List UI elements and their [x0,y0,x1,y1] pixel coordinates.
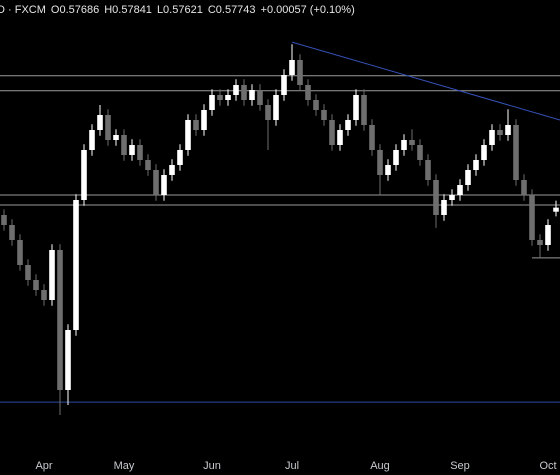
candle-body [217,95,223,100]
candle-body [529,195,535,240]
candle-body [145,160,151,170]
candle-body [425,160,431,180]
x-tick-label: May [114,460,135,472]
candle-body [105,115,111,140]
candle-body [305,85,311,100]
candle-body [281,75,287,95]
candle-body [209,95,215,110]
candle-body [377,150,383,175]
header-field: O0.57686 [51,4,99,16]
candle-body [505,125,511,135]
header-field: C0.57743 [208,4,256,16]
candle-body [433,180,439,215]
candle-body [73,200,79,330]
candle-body [481,145,487,160]
candle-body [193,120,199,130]
x-tick-label: Sep [450,460,470,472]
candle-body [17,240,23,265]
candle-body [353,95,359,120]
x-tick-label: Jun [203,460,221,472]
x-tick-label: Oct [539,460,556,472]
candle-body [33,280,39,290]
x-tick-label: Jul [285,460,299,472]
candle-body [153,170,159,195]
candle-body [321,110,327,120]
candle-body [121,135,127,155]
candle-body [473,160,479,170]
candle-body [513,125,519,180]
candle-body [289,60,295,75]
candle-body [273,95,279,120]
candle-body [241,85,247,100]
candle-body [401,140,407,150]
plot [0,41,560,415]
candle-body [369,125,375,150]
candle-body [1,215,7,225]
candle-body [521,180,527,195]
candle-body [57,250,63,390]
symbol: D · FXCM [0,4,46,16]
candle-body [225,95,231,100]
candle-body [41,290,47,300]
candle-body [89,130,95,150]
candle-body [65,330,71,390]
candle-body [233,85,239,95]
candle-body [161,175,167,195]
candle-body [337,130,343,145]
header-field: +0.00057 (+0.10%) [261,4,355,16]
candle-body [537,240,543,245]
candle-body [457,185,463,195]
candle-body [201,110,207,130]
candle-body [257,90,263,105]
candle-body [465,170,471,185]
candle-body [553,207,559,212]
candle-body [361,95,367,125]
candle-body [25,265,31,280]
header-field: H0.57841 [104,4,152,16]
candle-body [393,150,399,165]
candle-body [489,130,495,145]
trend-line [291,41,560,121]
candle-body [249,90,255,100]
candle-body [177,150,183,165]
candle-body [113,135,119,140]
header-field: L0.57621 [157,4,203,16]
candle-body [81,150,87,200]
candle-body [441,200,447,215]
candle-body [185,120,191,150]
candle-body [417,145,423,160]
x-tick-label: Aug [370,460,390,472]
candle-body [265,105,271,120]
candle-body [497,130,503,135]
candle-body [329,120,335,145]
candle-body [345,120,351,130]
candle-body [129,145,135,155]
candle-body [97,115,103,130]
candle-body [49,250,55,300]
candle-body [137,145,143,160]
candle-body [449,195,455,200]
candle-body [313,100,319,110]
candle-body [9,225,15,240]
candle-body [385,165,391,175]
candle-body [545,225,551,245]
candle-body [169,165,175,175]
candle-body [297,60,303,85]
candle-body [409,140,415,145]
header: D · FXCM O0.57686 H0.57841 L0.57621 C0.57743… [0,4,355,16]
x-tick-label: Apr [35,460,52,472]
